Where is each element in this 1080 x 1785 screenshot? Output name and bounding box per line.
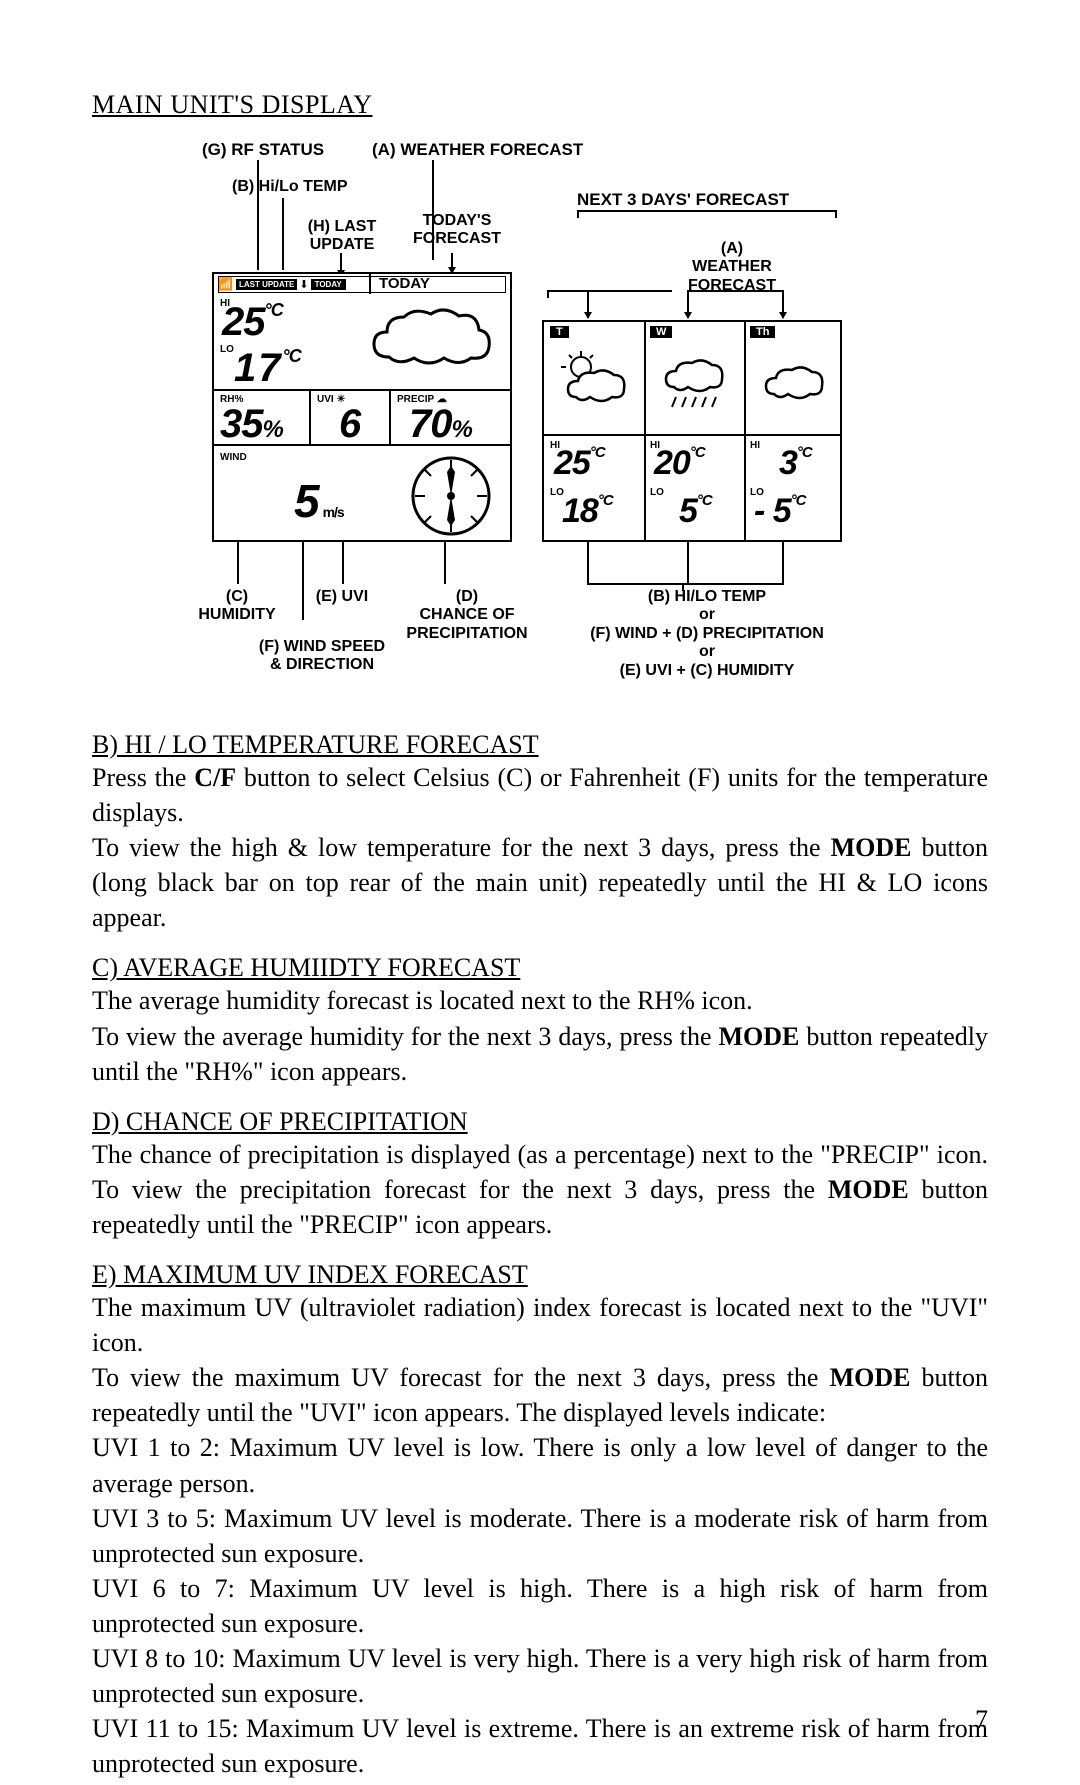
- section-e-l1: UVI 1 to 2: Maximum UV level is low. The…: [92, 1430, 988, 1500]
- day-th: Th: [750, 326, 775, 338]
- lo-label: LO: [220, 344, 234, 355]
- cloud-icon-small: [756, 352, 836, 417]
- page-title: MAIN UNIT'S DISPLAY: [92, 90, 988, 120]
- d2-lo: 5°C: [679, 492, 712, 531]
- precip-value: 70%: [409, 402, 472, 447]
- section-e-l5: UVI 11 to 15: Maximum UV level is extrem…: [92, 1711, 988, 1781]
- callout-h-text: (H) LAST UPDATE: [297, 218, 387, 255]
- page-number: 7: [975, 1705, 988, 1735]
- section-e-head: E) MAXIMUM UV INDEX FORECAST: [92, 1260, 988, 1290]
- d2-hi: 20°C: [654, 444, 705, 483]
- section-e-p1: The maximum UV (ultraviolet radiation) i…: [92, 1290, 988, 1360]
- wind-value: 5m/s: [294, 474, 344, 528]
- rh-value: 35%: [220, 402, 283, 447]
- section-b-head: B) HI / LO TEMPERATURE FORECAST: [92, 730, 988, 760]
- callout-b-top: (B) Hi/Lo TEMP: [232, 178, 348, 196]
- d2-lo-label: LO: [650, 487, 664, 498]
- lo-temp: 17°C: [234, 346, 301, 391]
- d3-lo: - 5°C: [754, 492, 806, 531]
- callout-today-forecast-text: TODAY'S FORECAST: [402, 212, 512, 249]
- section-c-head: C) AVERAGE HUMIIDTY FORECAST: [92, 953, 988, 983]
- section-d-p1: The chance of precipitation is displayed…: [92, 1137, 988, 1242]
- cloud-icon: [359, 302, 499, 382]
- section-b-p1: Press the C/F button to select Celsius (…: [92, 760, 988, 830]
- callout-e: (E) UVI: [307, 588, 377, 606]
- section-c-p2: To view the average humidity for the nex…: [92, 1019, 988, 1089]
- section-c-p1: The average humidity forecast is located…: [92, 983, 988, 1018]
- callout-a-right: (A)WEATHERFORECAST: [672, 240, 792, 295]
- day-w: W: [650, 326, 672, 338]
- wind-label: WIND: [220, 452, 247, 463]
- callout-d: (D)CHANCE OFPRECIPITATION: [392, 588, 542, 643]
- section-b-p2: To view the high & low temperature for t…: [92, 830, 988, 935]
- section-e-l4: UVI 8 to 10: Maximum UV level is very hi…: [92, 1641, 988, 1711]
- section-e-p2: To view the maximum UV forecast for the …: [92, 1360, 988, 1430]
- callout-c: (C)HUMIDITY: [187, 588, 287, 625]
- hi-temp: 25°C: [222, 300, 283, 345]
- day-t: T: [550, 326, 569, 338]
- d1-lo: 18°C: [562, 492, 613, 531]
- display-diagram: (G) RF STATUS (A) WEATHER FORECAST (B) H…: [142, 140, 902, 700]
- section-d-head: D) CHANCE OF PRECIPITATION: [92, 1107, 988, 1137]
- callout-h: (H) LAST UPDATE: [297, 218, 387, 255]
- section-e-l2: UVI 3 to 5: Maximum UV level is moderate…: [92, 1501, 988, 1571]
- d3-hi: 3°C: [779, 444, 812, 483]
- callout-next3: NEXT 3 DAYS' FORECAST: [577, 190, 789, 210]
- callout-g: (G) RF STATUS: [202, 140, 324, 160]
- uvi-value: 6: [339, 402, 360, 447]
- rain-icon: [656, 347, 736, 427]
- d3-hi-label: HI: [750, 440, 760, 451]
- compass-icon: [409, 454, 494, 539]
- sun-cloud-icon: [556, 347, 636, 422]
- d1-hi: 25°C: [554, 444, 605, 483]
- callout-today-forecast: TODAY'S FORECAST: [402, 212, 512, 249]
- section-e-l3: UVI 6 to 7: Maximum UV level is high. Th…: [92, 1571, 988, 1641]
- today-header: TODAY: [379, 275, 430, 292]
- callout-a-top: (A) WEATHER FORECAST: [372, 140, 583, 160]
- callout-right-bottom: (B) HI/LO TEMP or (F) WIND + (D) PRECIPI…: [562, 588, 852, 680]
- callout-f: (F) WIND SPEED& DIRECTION: [242, 638, 402, 675]
